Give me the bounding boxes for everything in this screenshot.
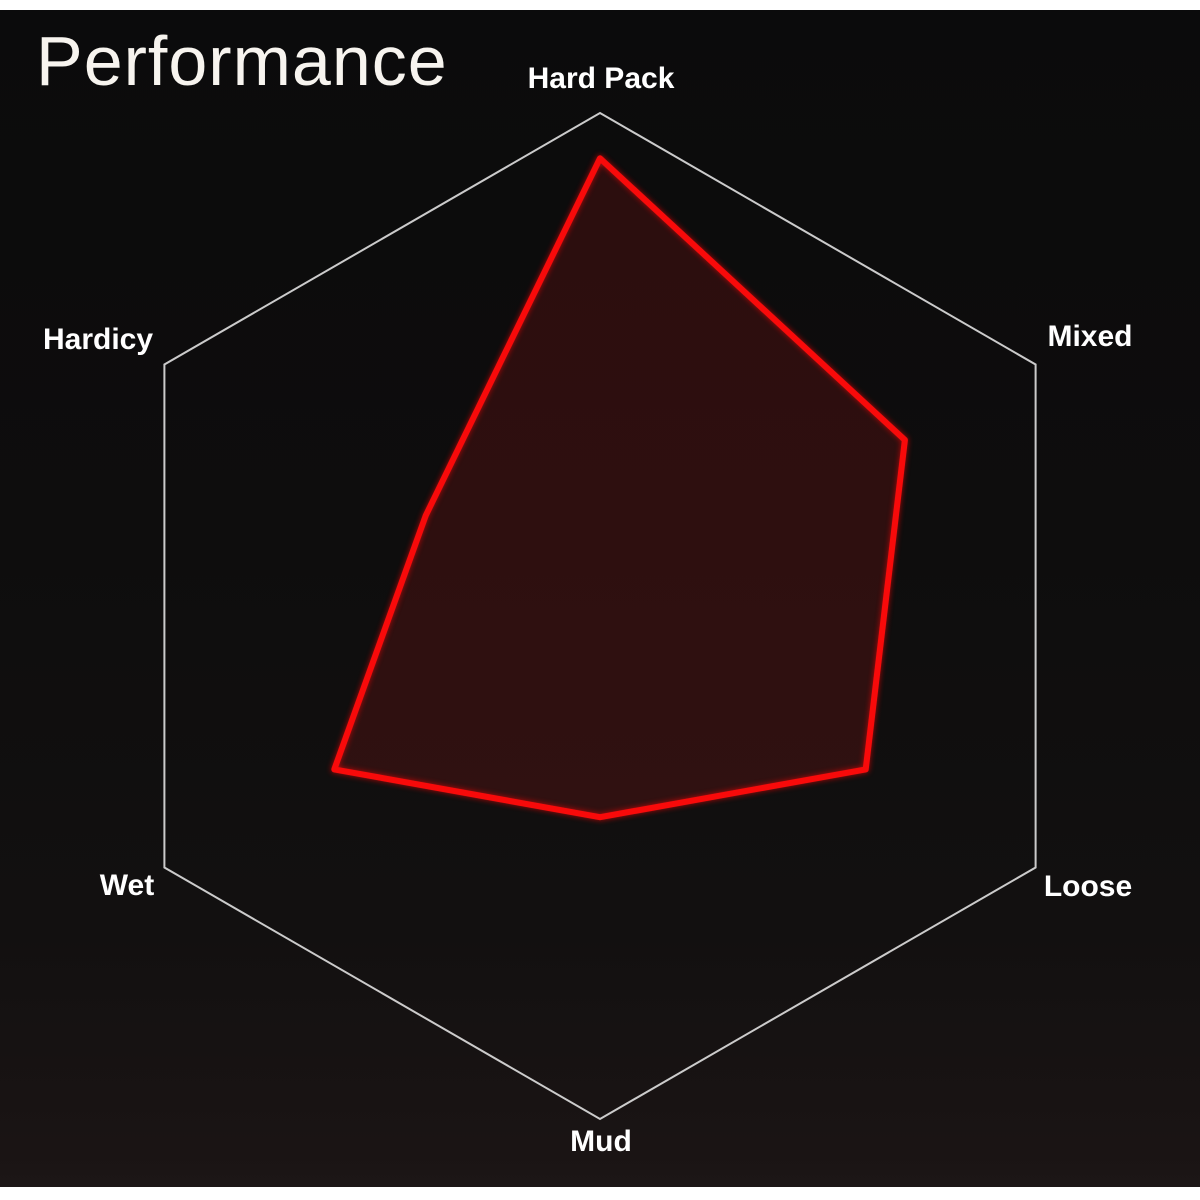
axis-label-loose: Loose xyxy=(1043,870,1133,903)
chart-title: Performance xyxy=(36,22,448,100)
radar-grid-hexagon xyxy=(163,111,1037,1121)
axis-label-wet: Wet xyxy=(99,869,155,902)
chart-background xyxy=(0,10,1200,1187)
radar-data-polygon xyxy=(331,155,908,821)
axis-label-mud: Mud xyxy=(570,1125,632,1158)
axis-label-hard-pack: Hard Pack xyxy=(527,62,675,95)
axis-label-hardicy: Hardicy xyxy=(42,323,154,356)
axis-label-mixed: Mixed xyxy=(1047,320,1133,353)
